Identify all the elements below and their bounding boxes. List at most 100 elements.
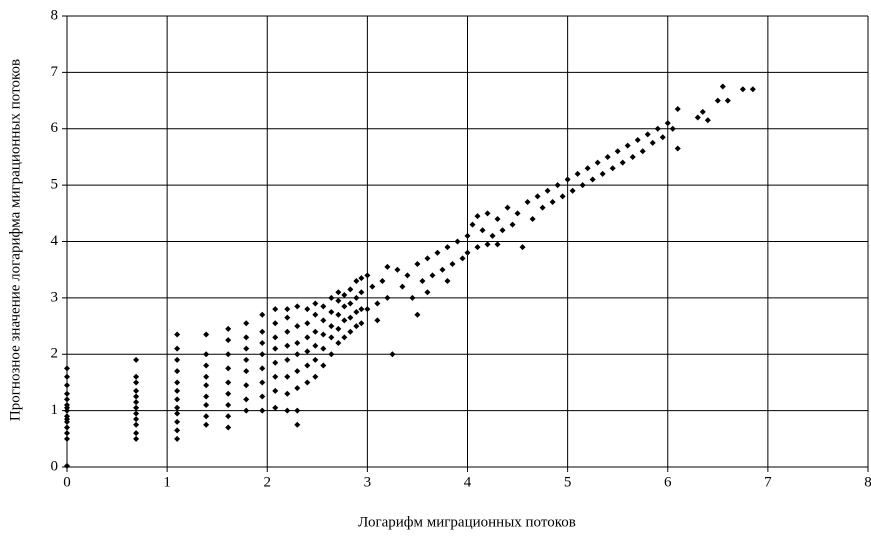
point: [353, 323, 360, 330]
x-tick-label: 6: [664, 474, 672, 490]
point: [225, 424, 232, 431]
point: [174, 356, 181, 363]
point: [699, 108, 706, 115]
point: [259, 365, 266, 372]
point: [664, 120, 671, 127]
point: [579, 182, 586, 189]
point: [328, 308, 335, 315]
point: [519, 244, 526, 251]
point: [243, 345, 250, 352]
point: [399, 283, 406, 290]
point: [133, 387, 140, 394]
point: [489, 232, 496, 239]
point: [64, 382, 70, 389]
point: [353, 294, 360, 301]
point: [654, 125, 661, 132]
point: [341, 334, 348, 341]
y-tick-label: 8: [51, 7, 59, 23]
point: [358, 289, 365, 296]
point: [320, 331, 327, 338]
point: [534, 193, 541, 200]
point: [514, 210, 521, 217]
point: [203, 351, 210, 358]
point: [444, 277, 451, 284]
point: [614, 148, 621, 155]
point: [449, 261, 456, 268]
point: [674, 145, 681, 152]
point: [749, 86, 756, 93]
x-tick-label: 2: [264, 474, 272, 490]
point: [133, 373, 140, 380]
y-tick-label: 4: [51, 233, 59, 249]
x-tick-label: 5: [564, 474, 572, 490]
point: [64, 424, 70, 431]
point: [389, 351, 396, 358]
point: [479, 227, 486, 234]
point: [404, 272, 411, 279]
point: [644, 131, 651, 138]
point: [524, 199, 531, 206]
point: [64, 365, 70, 372]
point: [341, 303, 348, 310]
point: [419, 277, 426, 284]
point: [544, 187, 551, 194]
y-tick-label: 5: [51, 177, 59, 193]
point: [459, 255, 466, 262]
point: [225, 351, 232, 358]
point: [674, 106, 681, 113]
point: [243, 320, 250, 327]
point: [629, 153, 636, 160]
point: [133, 435, 140, 442]
point: [444, 244, 451, 251]
point: [328, 294, 335, 301]
point: [294, 339, 301, 346]
point: [634, 137, 641, 144]
point: [284, 314, 291, 321]
point: [225, 401, 232, 408]
point: [320, 317, 327, 324]
point: [312, 342, 319, 349]
point: [133, 404, 140, 411]
point: [133, 430, 140, 437]
point: [203, 421, 210, 428]
x-tick-label: 0: [63, 474, 71, 490]
point: [347, 286, 354, 293]
point: [294, 421, 301, 428]
point: [259, 351, 266, 358]
point: [320, 362, 327, 369]
point: [714, 97, 721, 104]
point: [719, 83, 726, 90]
point: [133, 421, 140, 428]
point: [174, 404, 181, 411]
point: [504, 204, 511, 211]
point: [225, 379, 232, 386]
point: [347, 328, 354, 335]
point: [358, 275, 365, 282]
point: [225, 325, 232, 332]
x-axis-title: Логарифм миграционных потоков: [358, 514, 576, 530]
point: [364, 306, 371, 313]
y-tick-label: 7: [51, 64, 59, 80]
point: [203, 382, 210, 389]
point: [272, 373, 279, 380]
point: [609, 165, 616, 172]
point: [304, 379, 311, 386]
point: [704, 117, 711, 124]
point: [509, 221, 516, 228]
point: [304, 320, 311, 327]
point: [569, 187, 576, 194]
point: [529, 215, 536, 222]
point: [243, 368, 250, 375]
point: [669, 125, 676, 132]
point: [424, 289, 431, 296]
point: [304, 306, 311, 313]
point: [559, 193, 566, 200]
point: [64, 435, 70, 442]
point: [133, 379, 140, 386]
point: [312, 373, 319, 380]
point: [584, 165, 591, 172]
point: [320, 303, 327, 310]
y-axis-title: Прогнозное значение логарифма миграционн…: [7, 59, 23, 421]
point: [259, 393, 266, 400]
